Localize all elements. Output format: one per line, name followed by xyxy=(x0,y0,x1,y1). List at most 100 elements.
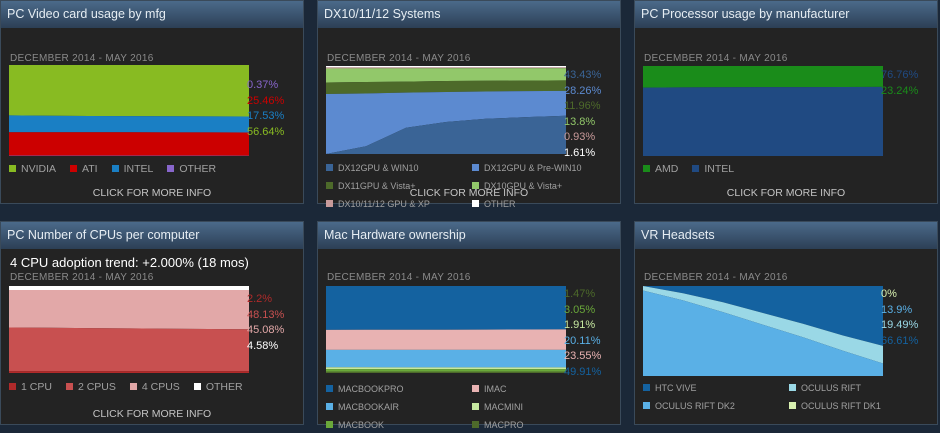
legend-item-oculus-rift-dk1: OCULUS RIFT DK1 xyxy=(789,399,935,412)
legend-swatch xyxy=(643,384,650,391)
legend-label: OTHER xyxy=(179,163,216,175)
legend-item-ati: ATI xyxy=(70,163,98,175)
series-area-intel xyxy=(643,87,883,156)
value-label-amd: 23.24% xyxy=(881,85,918,101)
legend-swatch xyxy=(70,165,77,172)
legend-label: OCULUS RIFT DK1 xyxy=(801,401,881,411)
value-label-macpro: 1.47% xyxy=(564,288,601,304)
series-area-nvidia xyxy=(9,65,249,117)
series-area-2-cpus xyxy=(9,328,249,372)
date-range: DECEMBER 2014 - MAY 2016 xyxy=(327,53,471,64)
series-area-macpro xyxy=(326,372,566,373)
legend-label: OTHER xyxy=(484,199,516,209)
value-label-htc-vive: 66.61% xyxy=(881,335,918,351)
series-area-amd xyxy=(643,66,883,88)
value-label-1-cpu: 2.2% xyxy=(247,293,284,309)
legend-label: INTEL xyxy=(124,163,154,175)
legend: NVIDIA ATI INTEL OTHER xyxy=(9,159,301,177)
legend-swatch xyxy=(326,164,333,171)
legend-swatch xyxy=(194,383,201,390)
value-list: 0%13.9%19.49%66.61% xyxy=(881,288,918,350)
series-area-macbookpro xyxy=(326,286,566,330)
legend-item-intel: INTEL xyxy=(692,163,734,175)
date-range: DECEMBER 2014 - MAY 2016 xyxy=(644,53,788,64)
legend-item-nvidia: NVIDIA xyxy=(9,163,56,175)
legend-swatch xyxy=(472,200,479,207)
legend-swatch xyxy=(692,165,699,172)
legend-swatch xyxy=(643,402,650,409)
legend-swatch xyxy=(643,165,650,172)
series-area-macbookair xyxy=(326,350,566,368)
more-info-link[interactable]: CLICK FOR MORE INFO xyxy=(1,408,303,420)
trend-text: 4 CPU adoption trend: +2.000% (18 mos) xyxy=(10,255,249,270)
series-area-1-cpu xyxy=(9,371,249,373)
value-label-intel: 17.53% xyxy=(247,110,284,126)
panel-vr-headsets[interactable]: VR Headsets DECEMBER 2014 - MAY 2016 0%1… xyxy=(634,221,938,425)
series-area-macmini xyxy=(326,367,566,369)
value-label-other: 0.37% xyxy=(247,79,284,95)
legend-item-1-cpu: 1 CPU xyxy=(9,381,52,393)
value-label-4-cpus: 45.08% xyxy=(247,324,284,340)
series-area-dx10gpu-vista xyxy=(326,68,566,82)
legend-item-dx12gpu-win10: DX12GPU & WIN10 xyxy=(326,161,472,174)
legend-item-other: OTHER xyxy=(167,163,216,175)
legend-label: IMAC xyxy=(484,384,507,394)
legend-swatch xyxy=(9,383,16,390)
legend-label: INTEL xyxy=(704,163,734,175)
legend-item-imac: IMAC xyxy=(472,382,618,395)
date-range: DECEMBER 2014 - MAY 2016 xyxy=(10,272,154,283)
legend-label: AMD xyxy=(655,163,678,175)
series-area-imac xyxy=(326,329,566,350)
legend-label: HTC VIVE xyxy=(655,383,697,393)
series-area-other xyxy=(9,286,249,290)
area-chart xyxy=(9,286,249,373)
legend-swatch xyxy=(112,165,119,172)
value-label-nvidia: 56.64% xyxy=(247,126,284,142)
value-label-2-cpus: 48.13% xyxy=(247,309,284,325)
value-label-macmini: 1.91% xyxy=(564,319,601,335)
value-label-ati: 25.46% xyxy=(247,95,284,111)
panel-dx-systems[interactable]: DX10/11/12 Systems DECEMBER 2014 - MAY 2… xyxy=(317,0,621,204)
legend-swatch xyxy=(472,164,479,171)
legend-swatch xyxy=(789,384,796,391)
value-label-macbook: 3.05% xyxy=(564,304,601,320)
panel-video-card[interactable]: PC Video card usage by mfg DECEMBER 2014… xyxy=(0,0,304,204)
more-info-link[interactable]: CLICK FOR MORE INFO xyxy=(1,187,303,199)
legend-swatch xyxy=(789,402,796,409)
panel-title: PC Number of CPUs per computer xyxy=(1,222,303,249)
panel-cpus[interactable]: PC Number of CPUs per computer 4 CPU ado… xyxy=(0,221,304,425)
legend-item-other: OTHER xyxy=(194,381,243,393)
legend-label: NVIDIA xyxy=(21,163,56,175)
panel-title: VR Headsets xyxy=(635,222,937,249)
value-list: 2.2%48.13%45.08%4.58% xyxy=(247,293,284,355)
value-label-dx11gpu-vista: 11.96% xyxy=(564,100,601,116)
area-chart xyxy=(643,66,883,156)
panel-title: PC Video card usage by mfg xyxy=(1,1,303,28)
area-chart xyxy=(643,286,883,376)
legend-swatch xyxy=(326,403,333,410)
date-range: DECEMBER 2014 - MAY 2016 xyxy=(644,272,788,283)
series-area-4-cpus xyxy=(9,290,249,329)
legend-swatch xyxy=(66,383,73,390)
legend-label: MACMINI xyxy=(484,402,523,412)
series-area-macbook xyxy=(326,369,566,372)
legend-label: 1 CPU xyxy=(21,381,52,393)
legend-label: DX10/11/12 GPU & XP xyxy=(338,199,430,209)
more-info-link[interactable]: CLICK FOR MORE INFO xyxy=(318,187,620,199)
value-label-oculus-rift-dk1: 0% xyxy=(881,288,918,304)
value-label-macbookair: 20.11% xyxy=(564,335,601,351)
panel-processor[interactable]: PC Processor usage by manufacturer DECEM… xyxy=(634,0,938,204)
value-label-dx12gpu-pre-win10: 28.26% xyxy=(564,85,601,101)
legend-label: OTHER xyxy=(206,381,243,393)
panel-mac-hardware[interactable]: Mac Hardware ownership DECEMBER 2014 - M… xyxy=(317,221,621,425)
value-list: 76.76%23.24% xyxy=(881,69,918,100)
legend-label: DX12GPU & WIN10 xyxy=(338,163,419,173)
legend-label: MACBOOKAIR xyxy=(338,402,399,412)
date-range: DECEMBER 2014 - MAY 2016 xyxy=(327,272,471,283)
more-info-link[interactable]: CLICK FOR MORE INFO xyxy=(635,187,937,199)
panel-title: PC Processor usage by manufacturer xyxy=(635,1,937,28)
legend-item-macbookair: MACBOOKAIR xyxy=(326,400,472,413)
legend-item-macbookpro: MACBOOKPRO xyxy=(326,382,472,395)
